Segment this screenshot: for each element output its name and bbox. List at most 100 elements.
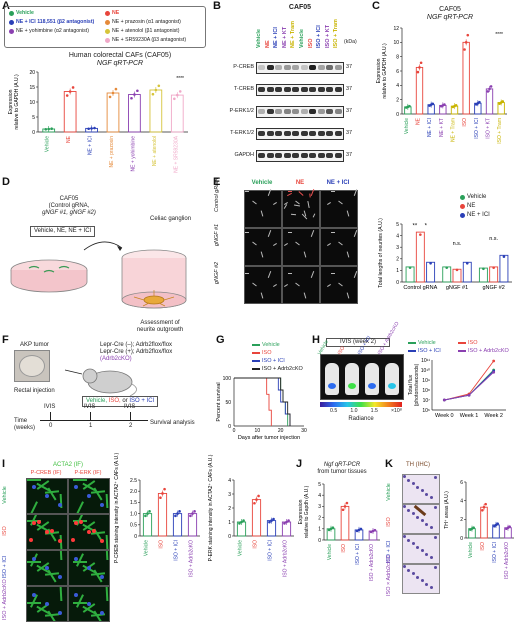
blot-band <box>300 87 308 92</box>
data-point <box>65 94 69 97</box>
legend-text: NE <box>467 203 476 209</box>
fiber <box>30 501 38 513</box>
neurite <box>273 284 277 287</box>
tumor-dish <box>19 355 45 377</box>
blot-strip <box>256 84 344 96</box>
y-axis-label: Total lengths of neurites (A.U.) <box>378 218 384 288</box>
nucleus <box>412 542 415 545</box>
blot-row-label: GAPDH <box>234 152 254 158</box>
neurite <box>295 282 300 287</box>
nucleus <box>87 530 91 534</box>
x-tick-label: gNGF #1 <box>446 285 468 291</box>
x-tick-label: NE <box>66 135 72 143</box>
y-tick-label: 50 <box>225 400 231 406</box>
neurite <box>288 273 292 274</box>
significance: * <box>425 223 428 229</box>
nucleus <box>37 520 41 524</box>
panel-c-label: C <box>372 0 380 12</box>
survival-curve <box>234 377 291 426</box>
nucleus <box>434 506 437 509</box>
blot-band <box>300 153 308 158</box>
neurite <box>310 230 315 237</box>
nucleus <box>403 565 406 568</box>
bar <box>106 92 120 133</box>
bar <box>128 94 141 133</box>
nucleus <box>45 494 49 498</box>
nucleus <box>416 576 419 579</box>
data-point <box>146 512 149 515</box>
blot-band <box>309 131 316 136</box>
legend-swatch <box>460 203 465 209</box>
data-point <box>482 505 486 509</box>
nucleus <box>32 521 36 525</box>
data-point <box>327 528 331 532</box>
legend-item: NE + SR59230A (β3 antagonist) <box>105 37 186 43</box>
data-point <box>472 526 475 530</box>
x-tick-label: ISO <box>253 540 259 549</box>
y-tick-label: 10⁹ <box>422 378 430 384</box>
data-point <box>268 520 271 524</box>
blot-band <box>309 65 316 70</box>
legend-swatch <box>252 360 260 362</box>
caf-cells <box>28 265 70 273</box>
data-point <box>50 127 53 130</box>
timeline-tick: 2 <box>129 423 133 429</box>
y-axis-label: TH⁺ areas (A.U.) <box>444 491 450 529</box>
x-tick-label: Control gRNA <box>403 285 437 291</box>
nucleus <box>434 476 437 479</box>
data-point <box>283 522 286 525</box>
legend-swatch <box>105 28 110 34</box>
data-point <box>343 505 347 508</box>
blot-band <box>309 109 316 114</box>
micro-col-label: NE + ICI <box>326 180 350 186</box>
blot-band <box>317 65 325 70</box>
y-tick-label: 5 <box>396 222 399 228</box>
micrograph <box>402 504 440 534</box>
nucleus <box>430 586 433 589</box>
y-tick-label: 3 <box>228 492 231 498</box>
panel-i-label: I <box>2 458 6 470</box>
x-tick-label: NE + ICI <box>88 136 94 155</box>
lane-label: ISO + KT <box>324 24 331 48</box>
bar <box>489 266 499 283</box>
micrograph <box>26 514 68 550</box>
x-tick-label: NE + atenolol <box>152 136 158 166</box>
blot-band <box>266 153 274 158</box>
neurite <box>327 243 331 246</box>
fiber <box>105 551 109 561</box>
x-tick-label: Vehicle <box>45 136 51 152</box>
panel-f-treatment: Vehicle, ISO, or ISO + ICI <box>82 396 159 407</box>
micro-col-label: NE <box>295 180 305 186</box>
lane-label: ISO + Tram <box>333 19 340 48</box>
nucleus <box>434 566 437 569</box>
micro-col-label: Vehicle <box>251 180 273 186</box>
dish-wall <box>10 270 88 293</box>
nucleus <box>430 556 433 559</box>
blot-band <box>283 87 291 92</box>
nucleus <box>74 593 78 597</box>
legend-text: NE + ICI 118,551 (β2 antagonist) <box>16 19 95 25</box>
data-point <box>419 61 423 65</box>
legend-item: ISO + ICI <box>408 348 441 354</box>
panel-d-assess2: neurite outgrowth <box>136 326 184 333</box>
data-point <box>148 510 151 513</box>
legend-item: ISO + ICI <box>252 358 285 364</box>
neurite <box>331 273 335 274</box>
data-point <box>257 494 260 498</box>
x-tick-label: ISO + Tram <box>497 118 503 144</box>
micrograph <box>26 550 68 586</box>
panel-d-assess1: Assessment of <box>140 320 180 326</box>
data-point <box>373 528 377 532</box>
blot-band <box>326 87 333 92</box>
nucleus <box>403 475 406 478</box>
panel-b-label: B <box>213 0 221 12</box>
data-point <box>416 70 420 74</box>
blot-band <box>258 131 265 136</box>
neurite <box>293 204 301 207</box>
data-point <box>464 41 468 44</box>
neurite <box>298 191 304 196</box>
data-point <box>108 95 112 99</box>
nucleus <box>412 512 415 515</box>
blot-band <box>292 131 299 136</box>
bar <box>251 499 262 537</box>
